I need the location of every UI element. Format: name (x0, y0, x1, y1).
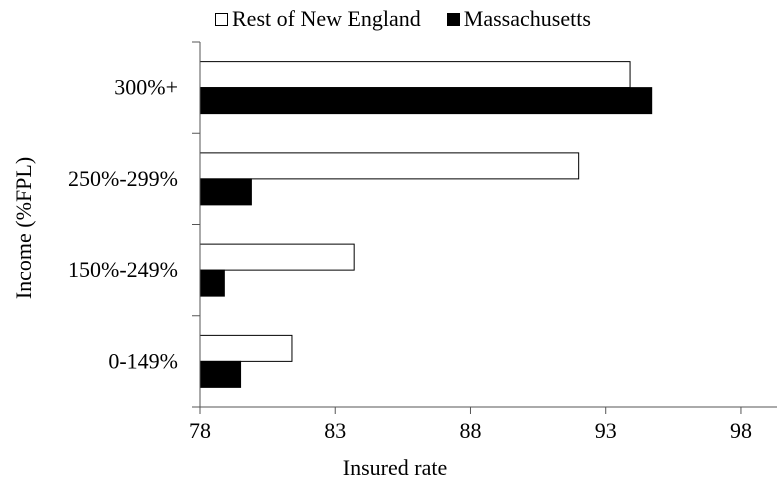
x-tick-label: 98 (730, 418, 752, 443)
legend-label: Massachusetts (463, 6, 591, 31)
y-tick-label: 0-149% (108, 348, 178, 373)
chart-legend: Rest of New England Massachusetts (215, 6, 617, 32)
bar-massachusetts (199, 269, 225, 297)
bar-rest-of-new-england (199, 61, 631, 89)
bar-massachusetts (199, 360, 242, 388)
x-axis-label: Insured rate (343, 455, 447, 480)
legend-swatch-white (215, 12, 228, 26)
x-tick-label: 78 (189, 418, 211, 443)
y-tick-label: 300%+ (114, 75, 178, 100)
y-tick-label: 250%-299% (68, 166, 178, 191)
y-tick-label: 150%-249% (68, 257, 178, 282)
chart-marks (199, 61, 653, 388)
bar-massachusetts (199, 87, 653, 115)
legend-label: Rest of New England (232, 6, 421, 31)
legend-item-massachusetts: Massachusetts (446, 6, 591, 32)
legend-item-rest-of-new-england: Rest of New England (215, 6, 421, 32)
x-tick-label: 83 (324, 418, 346, 443)
bar-massachusetts (199, 178, 252, 206)
y-axis-label: Income (%FPL) (11, 157, 36, 299)
bar-rest-of-new-england (199, 334, 293, 362)
x-axis-ticks: 78 83 88 93 98 (189, 407, 752, 443)
x-tick-label: 88 (459, 418, 481, 443)
bar-rest-of-new-england (199, 243, 355, 271)
y-axis-ticks: 300%+ 250%-299% 150%-249% 0-149% (68, 41, 200, 408)
bar-rest-of-new-england (199, 152, 580, 180)
x-tick-label: 93 (595, 418, 617, 443)
legend-swatch-black (446, 12, 460, 26)
